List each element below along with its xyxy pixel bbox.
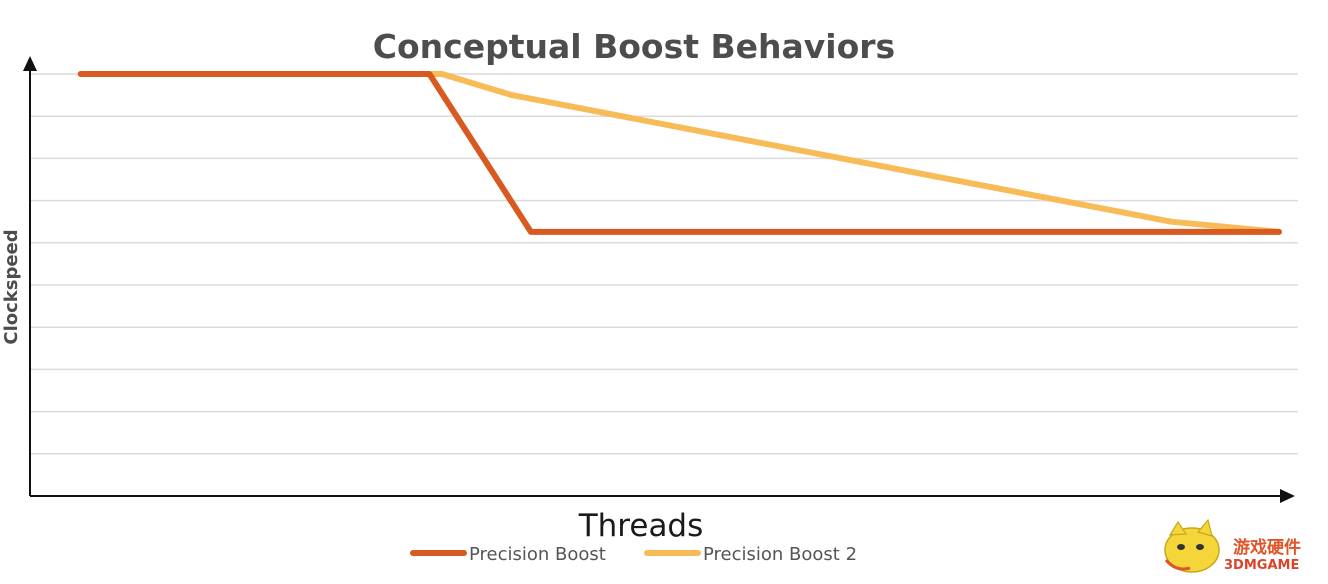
x-axis-label: Threads: [578, 508, 704, 544]
chart-title: Conceptual Boost Behaviors: [373, 27, 895, 66]
watermark-text-en: 3DMGAME: [1224, 558, 1299, 573]
axes: [23, 56, 1295, 503]
y-axis-arrow: [23, 56, 37, 71]
legend-label-precision-boost: Precision Boost: [469, 544, 606, 565]
x-axis-arrow: [1280, 489, 1295, 503]
legend-label-precision-boost-2: Precision Boost 2: [703, 544, 857, 565]
watermark-3dmgame: 游戏硬件 3DMGAME: [1164, 518, 1301, 573]
watermark-mascot-icon: [1164, 518, 1220, 573]
series-line-precision-boost-2: [77, 71, 1282, 235]
legend: Precision Boost Precision Boost 2: [410, 544, 857, 565]
y-axis-label: Clockspeed: [1, 229, 22, 344]
watermark-text-cn: 游戏硬件: [1233, 537, 1301, 558]
gridlines: [30, 73, 1298, 455]
series-group: [77, 71, 1282, 235]
series-line-precision-boost: [77, 71, 1282, 235]
